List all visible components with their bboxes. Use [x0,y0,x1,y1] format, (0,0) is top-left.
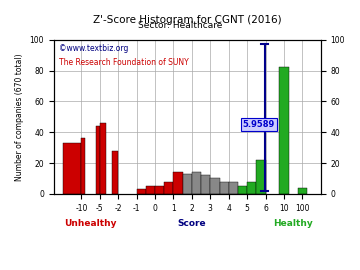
Bar [256,160,266,194]
Bar [112,151,118,194]
Bar [238,186,247,194]
Bar [279,68,289,194]
Title: Z'-Score Histogram for CGNT (2016): Z'-Score Histogram for CGNT (2016) [93,15,282,25]
Text: Unhealthy: Unhealthy [64,218,117,228]
Text: Score: Score [177,218,206,228]
Text: The Research Foundation of SUNY: The Research Foundation of SUNY [59,58,189,67]
Bar [220,181,229,194]
Bar [247,181,256,194]
Bar [183,174,192,194]
Text: Sector: Healthcare: Sector: Healthcare [138,21,222,30]
Bar [164,181,174,194]
Bar [137,189,146,194]
Bar [63,143,81,194]
Bar [210,178,220,194]
Text: Healthy: Healthy [273,218,312,228]
Bar [96,126,100,194]
Bar [146,186,155,194]
Text: ©www.textbiz.org: ©www.textbiz.org [59,44,129,53]
Bar [192,172,201,194]
Y-axis label: Number of companies (670 total): Number of companies (670 total) [15,53,24,181]
Bar [155,186,164,194]
Bar [174,172,183,194]
Bar [229,181,238,194]
Bar [100,123,106,194]
Bar [201,175,210,194]
Text: 5.9589: 5.9589 [243,120,275,129]
Bar [298,188,307,194]
Bar [81,138,85,194]
